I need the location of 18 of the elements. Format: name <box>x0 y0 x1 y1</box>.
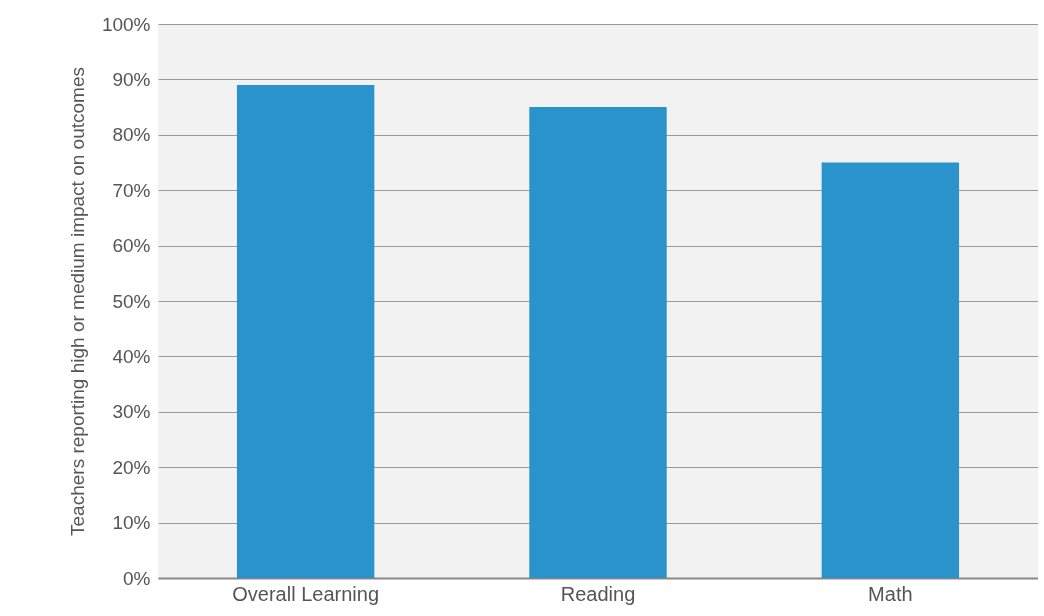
y-tick-label: 80% <box>112 124 151 146</box>
x-tick-label: Reading <box>560 582 636 605</box>
bar <box>236 84 375 578</box>
y-tick-label: 50% <box>112 290 151 312</box>
y-tick-label: 30% <box>112 401 151 423</box>
y-tick-label: 70% <box>112 179 151 201</box>
y-tick-label: 40% <box>112 345 151 367</box>
y-axis-title: Teachers reporting high or medium impact on outcomes <box>66 67 88 536</box>
y-tick-label: 10% <box>112 512 151 534</box>
bar <box>529 107 667 578</box>
y-tick-label: 90% <box>112 68 151 90</box>
x-tick-label: Math <box>868 582 913 605</box>
y-tick-label: 100% <box>101 13 151 35</box>
x-tick-label: Overall Learning <box>232 582 380 605</box>
y-tick-label: 0% <box>123 567 151 589</box>
bar <box>821 162 960 578</box>
y-tick-label: 20% <box>112 456 151 478</box>
y-tick-label: 60% <box>112 235 151 257</box>
